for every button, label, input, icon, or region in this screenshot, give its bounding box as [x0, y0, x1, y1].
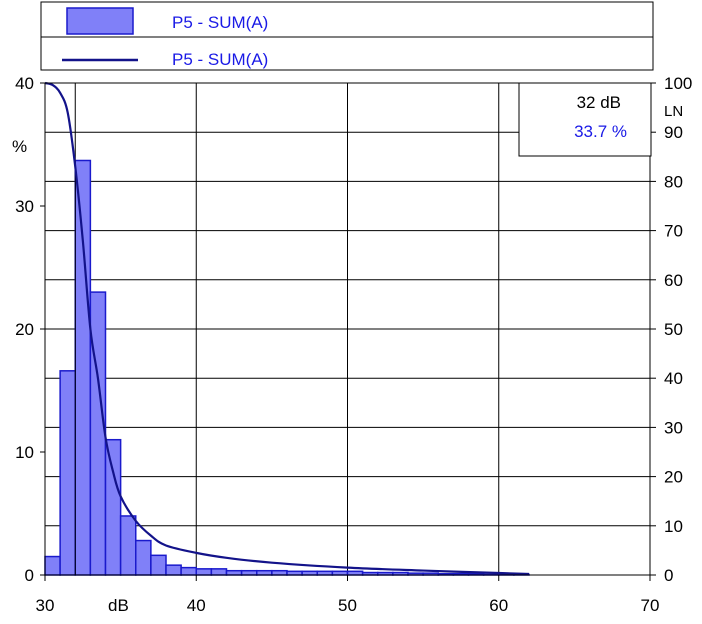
histogram-bar — [135, 539, 152, 576]
y-right-tick-label: 70 — [664, 222, 683, 241]
legend-line-label: P5 - SUM(A) — [172, 50, 268, 69]
histogram-bar — [150, 554, 167, 576]
histogram-bar — [331, 570, 349, 576]
y-right-tick-label: 50 — [664, 320, 683, 339]
histogram-bars — [44, 83, 530, 576]
y-right-tick-label: 40 — [664, 369, 683, 388]
y-left-unit-label: % — [12, 137, 27, 156]
histogram-bar — [301, 570, 318, 576]
histogram-bar — [119, 515, 137, 576]
histogram-bar — [44, 555, 61, 576]
y-left-tick-label: 10 — [15, 443, 34, 462]
y-right-tick-label: 30 — [664, 418, 683, 437]
histogram-bar — [346, 570, 364, 576]
x-unit-label: dB — [108, 596, 129, 615]
y-left-tick-label: 30 — [15, 197, 34, 216]
cumulative-line — [44, 81, 530, 576]
readout-frame — [518, 82, 652, 157]
y-right-tick-label: 10 — [664, 517, 683, 536]
legend-frame — [40, 1, 654, 71]
readout-value: 32 dB — [577, 93, 621, 112]
histogram-bar — [316, 570, 334, 576]
y-right-tick-label: 90 — [664, 123, 683, 142]
x-tick-label: 70 — [641, 596, 660, 615]
y-left-tick-label: 20 — [15, 320, 34, 339]
x-tick-label: 40 — [187, 596, 206, 615]
y-right-tick-label: 60 — [664, 271, 683, 290]
histogram-bar — [271, 569, 288, 576]
legend-bar-swatch — [66, 7, 134, 35]
histogram-bar — [240, 569, 258, 576]
x-tick-label: 30 — [36, 596, 55, 615]
readout-box: 32 dB 33.7 % — [518, 82, 652, 157]
histogram-bar — [225, 569, 243, 576]
y-right-tick-label: 0 — [664, 566, 673, 585]
histogram-bar — [74, 159, 92, 576]
y-right-tick-label: 20 — [664, 468, 683, 487]
grid-lines — [45, 83, 650, 575]
y-right-tick-label: 80 — [664, 172, 683, 191]
legend: P5 - SUM(A) P5 - SUM(A) — [40, 1, 654, 71]
histogram-bar — [59, 370, 76, 576]
histogram-bar — [180, 566, 197, 576]
y-right-tick-label: 100 — [664, 74, 692, 93]
histogram-bar — [256, 569, 273, 576]
histogram-bar — [286, 570, 303, 576]
histogram-bar — [104, 438, 122, 576]
histogram-bar — [195, 568, 213, 576]
legend-bar-label: P5 - SUM(A) — [172, 13, 268, 32]
x-tick-label: 50 — [338, 596, 357, 615]
x-tick-label: 60 — [489, 596, 508, 615]
cumulative-curve — [44, 81, 530, 576]
y-left-tick-label: 0 — [25, 566, 34, 585]
readout-percent: 33.7 % — [574, 122, 627, 141]
histogram-bar — [89, 291, 107, 576]
y-left-tick-label: 40 — [15, 74, 34, 93]
axis-ticks: 0 10 20 30 40 0 10 20 30 40 50 60 70 80 90 100 30 40 50 60 7… — [15, 74, 692, 615]
y-right-unit-label: LN — [664, 103, 683, 120]
histogram-bar — [165, 564, 182, 576]
histogram-bar — [210, 568, 228, 576]
